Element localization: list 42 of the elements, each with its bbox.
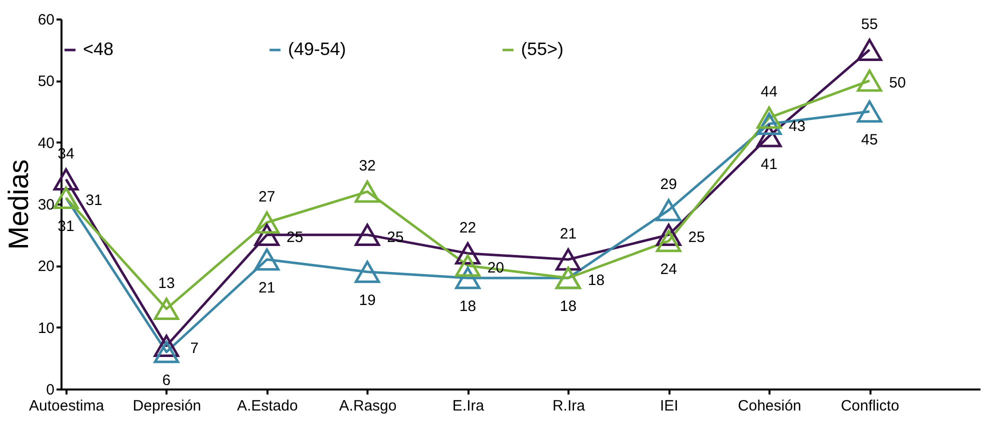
x-tick-label: R.Ira <box>552 398 586 414</box>
data-label: 25 <box>688 228 705 246</box>
x-tick-label: Conflicto <box>840 398 900 414</box>
data-label: 31 <box>86 192 102 209</box>
data-label: 6 <box>162 372 171 389</box>
data-label: 29 <box>660 176 677 194</box>
x-tick-label: Cohesión <box>738 398 802 414</box>
y-tick-label: 0 <box>46 382 54 398</box>
x-tick-label: IEI <box>660 398 678 414</box>
data-label: 21 <box>258 280 276 296</box>
data-label: 44 <box>760 84 778 101</box>
data-label: 18 <box>459 298 476 315</box>
y-tick-label: 60 <box>38 12 54 28</box>
y-tick-label: 30 <box>38 196 54 214</box>
data-label: 7 <box>190 340 199 357</box>
data-label: 18 <box>560 298 577 315</box>
legend-label: <48 <box>83 39 114 59</box>
y-tick-label: 10 <box>38 320 54 337</box>
data-label: 45 <box>861 132 878 148</box>
data-label: 24 <box>660 261 677 278</box>
y-axis-title: Medias <box>2 159 34 250</box>
data-label: 41 <box>760 156 778 174</box>
data-label: 19 <box>358 292 376 309</box>
legend-label: (55>) <box>521 39 564 59</box>
y-tick-label: 20 <box>38 258 54 276</box>
legend-label: (49-54) <box>288 39 346 59</box>
data-label: 21 <box>560 226 577 242</box>
x-tick-label: A.Rasgo <box>339 398 397 414</box>
data-label: 18 <box>588 272 605 289</box>
x-tick-label: E.Ira <box>452 398 485 414</box>
x-tick-label: Depresión <box>132 398 202 414</box>
data-label: 55 <box>861 16 878 33</box>
data-label: 50 <box>889 74 906 92</box>
x-tick-label: Autoestima <box>29 398 105 414</box>
y-tick-label: 50 <box>38 73 54 90</box>
y-tick-label: 40 <box>38 134 54 152</box>
data-label: 13 <box>158 274 175 292</box>
x-tick-label: A.Estado <box>236 398 298 414</box>
data-label: 27 <box>258 188 276 206</box>
data-label: 32 <box>358 158 376 175</box>
data-label: 43 <box>788 118 806 135</box>
data-label: 22 <box>459 219 476 236</box>
